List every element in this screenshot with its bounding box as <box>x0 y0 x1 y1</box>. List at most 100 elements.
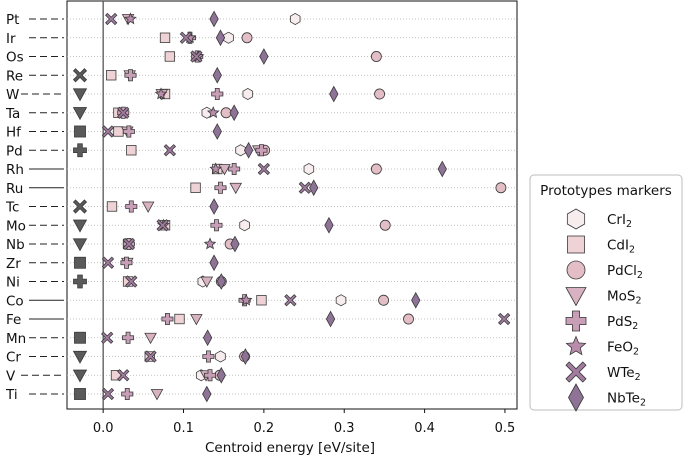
legend-label-pdcl2: PdCl2 <box>607 263 643 281</box>
y-label-ir: Ir <box>6 31 16 47</box>
marker-re-cdi2 <box>106 70 117 81</box>
marker-v-nbte2 <box>216 366 226 384</box>
marker-mo-pdcl2 <box>379 219 391 231</box>
marker-rh-cri2 <box>303 162 315 176</box>
marker-pt-cri2 <box>289 12 301 26</box>
marker-pt-nbte2 <box>209 10 219 28</box>
marker-rh-pds2 <box>228 162 241 176</box>
marker-co-feo2 <box>239 293 253 306</box>
solid-marker-cr <box>72 350 88 364</box>
element-lines <box>21 18 64 395</box>
marker-ir-wte2 <box>179 31 193 44</box>
marker-tc-pds2 <box>125 200 138 213</box>
legend-label-pds2: PdS2 <box>607 314 638 332</box>
solid-marker-ni <box>73 274 87 289</box>
marker-co-pdcl2 <box>378 294 390 306</box>
marker-ta-feo2 <box>206 106 220 119</box>
legend-marker-nbte2 <box>568 383 584 412</box>
marker-cr-nbte2 <box>240 348 251 365</box>
marker-pt-wte2 <box>105 12 118 26</box>
y-label-re: Re <box>6 68 23 84</box>
y-label-ru: Ru <box>6 181 23 197</box>
legend-items: CrI2 CdI2 PdCl2 MoS2 PdS2 FeO2 WTe2 NbTe2 <box>565 208 646 412</box>
legend-marker-cdi2 <box>567 235 585 254</box>
marker-zr-nbte2 <box>209 254 219 272</box>
marker-w-feo2 <box>154 87 168 100</box>
marker-fe-pds2 <box>161 312 174 326</box>
marker-v-pds2 <box>204 369 217 382</box>
marker-hf-nbte2 <box>212 123 222 140</box>
y-label-pd: Pd <box>6 143 23 159</box>
y-label-zr: Zr <box>6 256 21 272</box>
marker-zr-wte2 <box>101 256 115 269</box>
marker-mo-cri2 <box>239 219 250 232</box>
marker-os-wte2 <box>190 50 203 63</box>
plot-area-frame <box>66 0 518 410</box>
marker-tc-cdi2 <box>106 201 118 212</box>
y-label-mo: Mo <box>6 218 26 234</box>
marker-fe-pdcl2 <box>403 313 414 325</box>
marker-hf-cdi2 <box>113 126 124 137</box>
y-label-w: W <box>6 87 19 103</box>
solid-marker-ta <box>72 107 88 121</box>
marker-v-cdi2 <box>110 370 122 381</box>
legend-marker-pds2 <box>565 310 587 332</box>
x-axis-label: Centroid energy [eV/site] <box>205 440 375 456</box>
marker-tc-mos2 <box>141 201 155 213</box>
marker-mo-pds2 <box>210 219 223 232</box>
y-label-fe: Fe <box>6 312 21 328</box>
legend-label-feo2: FeO2 <box>607 340 639 358</box>
solid-marker-hf <box>74 125 86 138</box>
marker-os-nbte2 <box>259 48 269 65</box>
marker-mo-wte2 <box>156 219 169 232</box>
marker-fe-cdi2 <box>174 313 185 325</box>
y-label-cr: Cr <box>6 350 21 366</box>
marker-mn-nbte2 <box>202 329 213 347</box>
marker-nb-wte2 <box>122 237 136 251</box>
solid-marker-ti <box>74 388 86 400</box>
marker-ni-nbte2 <box>216 273 226 290</box>
marker-fe-mos2 <box>190 314 203 326</box>
solid-marker-re <box>72 68 88 83</box>
marker-ti-nbte2 <box>202 385 212 403</box>
marker-rh-pdcl2 <box>370 163 382 175</box>
marker-tc-nbte2 <box>209 198 219 215</box>
marker-rh-feo2 <box>209 162 222 175</box>
marker-ni-wte2 <box>125 275 138 288</box>
solid-marker-mn <box>74 331 86 344</box>
marker-w-cri2 <box>242 87 254 101</box>
marker-mn-wte2 <box>101 331 114 344</box>
y-label-rh: Rh <box>6 162 24 178</box>
marker-ti-pds2 <box>121 387 134 401</box>
marker-re-nbte2 <box>212 66 222 84</box>
y-tick-labels: Pt Ir Os Re W Ta Hf Pd Rh Ru Tc Mo Nb Zr Ni Co Fe Mn Cr V Ti <box>5 12 26 403</box>
marker-hf-pds2 <box>122 125 135 138</box>
marker-ru-pds2 <box>214 181 227 194</box>
marker-ir-cri2 <box>223 31 234 44</box>
marker-cr-pds2 <box>202 350 215 363</box>
marker-rh-nbte2 <box>437 160 447 178</box>
marker-ti-wte2 <box>101 387 115 401</box>
marker-pd-cdi2 <box>126 145 137 156</box>
legend-label-nbte2: NbTe2 <box>607 391 646 409</box>
marker-ru-nbte2 <box>309 179 319 197</box>
legend-label-cri2: CrI2 <box>607 212 632 230</box>
y-label-v: V <box>6 368 16 384</box>
y-label-os: Os <box>6 50 24 66</box>
x-tick-label-1: 0.1 <box>173 421 194 436</box>
y-label-co: Co <box>6 293 24 309</box>
solid-marker-zr <box>74 256 86 269</box>
legend-marker-cri2 <box>566 208 586 230</box>
x-tick-label-3: 0.3 <box>334 421 355 436</box>
legend-label-mos2: MoS2 <box>607 289 642 307</box>
marker-ir-nbte2 <box>215 29 226 47</box>
marker-ru-cdi2 <box>190 182 201 193</box>
marker-mn-mos2 <box>144 332 157 345</box>
marker-co-wte2 <box>284 294 297 307</box>
marker-nb-nbte2 <box>230 235 240 253</box>
legend-label-cdi2: CdI2 <box>607 238 635 256</box>
marker-ta-nbte2 <box>229 104 239 122</box>
marker-os-pdcl2 <box>370 51 382 62</box>
marker-nb-feo2 <box>203 237 217 250</box>
marker-w-pds2 <box>211 88 224 100</box>
